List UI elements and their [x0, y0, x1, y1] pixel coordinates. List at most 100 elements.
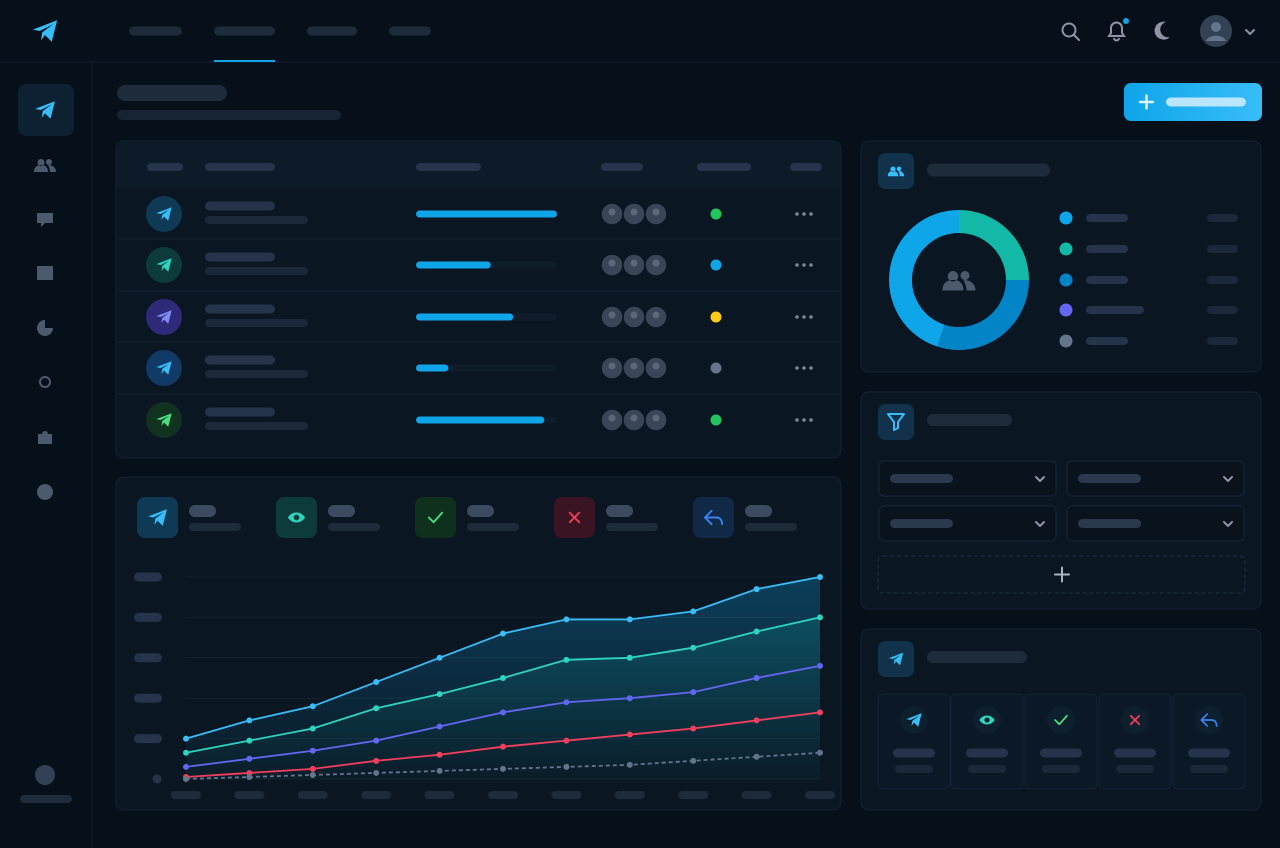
progress-bar [416, 261, 491, 269]
row-menu-dot [809, 212, 813, 216]
row-icon [156, 207, 172, 221]
button-plus [1138, 94, 1155, 110]
x-tick-placeholder [234, 791, 265, 799]
member-avatar-head [608, 311, 616, 319]
member-avatar-head [652, 311, 660, 319]
y-tick-placeholder [134, 734, 162, 744]
filter-icon [887, 413, 905, 431]
series-point [626, 654, 633, 661]
card-title [927, 163, 1050, 177]
nav-item[interactable] [389, 26, 431, 36]
series-point [753, 628, 760, 635]
status-dot [710, 311, 722, 323]
dropdown-value [890, 519, 953, 528]
sidebar-item[interactable] [35, 101, 55, 119]
sidebar-item[interactable] [38, 431, 52, 444]
member-avatar-head [608, 414, 616, 422]
column-header [601, 163, 643, 171]
stat-icon [568, 511, 581, 524]
series-point [817, 662, 823, 669]
series-point [817, 709, 823, 716]
series-point [753, 586, 760, 593]
y-tick-placeholder [134, 693, 162, 703]
dropdown[interactable] [1066, 460, 1245, 497]
bell-icon[interactable] [1107, 21, 1126, 42]
search-handle [1073, 34, 1080, 41]
column-header [790, 163, 822, 171]
series-point [753, 675, 760, 681]
series-point [246, 717, 253, 724]
x-tick-placeholder [297, 791, 328, 799]
series-point [436, 654, 443, 661]
filter-card [860, 391, 1262, 610]
x-tick-placeholder [361, 791, 392, 799]
channel-value [968, 765, 1006, 773]
channel-label [1188, 748, 1230, 758]
dropdown-value [1078, 519, 1141, 528]
legend-dot [1059, 303, 1073, 317]
dropdown-value [890, 474, 953, 483]
avatar-head [1211, 22, 1221, 32]
channel-value [1042, 765, 1080, 773]
row-menu-dot [802, 263, 806, 267]
dropdown[interactable] [1066, 505, 1245, 542]
channel-tile [1024, 693, 1098, 790]
search-icon[interactable] [1061, 22, 1077, 38]
legend-value [1207, 276, 1238, 284]
channel-icon [1200, 713, 1218, 727]
row-menu-dot [809, 366, 813, 370]
series-point [373, 737, 380, 744]
member-avatar-head [608, 259, 616, 267]
series-point [817, 749, 823, 756]
status-dot [710, 362, 722, 374]
sidebar-item[interactable] [39, 376, 51, 388]
series-point [500, 765, 506, 772]
progress-bar [416, 313, 514, 321]
sidebar-item[interactable] [37, 320, 53, 336]
series-point [373, 679, 380, 686]
dropdown[interactable] [878, 460, 1057, 497]
sidebar-item[interactable] [37, 484, 54, 500]
add-filter[interactable] [877, 555, 1246, 594]
row-subtitle [205, 267, 308, 275]
channel-icon [1129, 714, 1141, 726]
sidebar-item[interactable] [37, 266, 53, 280]
legend-label [1086, 214, 1128, 222]
card-icon [888, 652, 904, 666]
progress-bar [416, 210, 557, 218]
sidebar-item[interactable] [37, 213, 53, 227]
sidebar-footer-text [20, 795, 72, 803]
series-point [753, 753, 760, 760]
row-menu-dot [809, 418, 813, 422]
dropdown-value [1078, 474, 1141, 483]
dropdown[interactable] [878, 505, 1057, 542]
member-avatar-head [652, 208, 660, 216]
y-tick-placeholder [134, 612, 162, 622]
row-title [205, 407, 275, 417]
sidebar-item[interactable] [34, 159, 56, 172]
series-point [373, 769, 380, 776]
nav-item[interactable] [129, 26, 182, 36]
progress-bar [416, 364, 449, 372]
series-point [309, 703, 316, 710]
column-header [416, 163, 481, 171]
row-menu-dot [802, 315, 806, 319]
series-point [373, 705, 380, 712]
stat-icon [703, 509, 724, 526]
status-dot [710, 208, 722, 220]
stat-icon [287, 512, 306, 523]
series-point [817, 574, 823, 580]
series-point [563, 616, 570, 623]
nav-item[interactable] [307, 26, 357, 36]
nav-item[interactable] [214, 26, 275, 36]
theme-icon[interactable] [1154, 21, 1170, 40]
channel-label [1040, 748, 1082, 758]
y-origin-placeholder [152, 774, 162, 784]
series-point [500, 675, 506, 681]
x-tick-placeholder [678, 791, 709, 799]
column-header [205, 163, 275, 171]
series-point [626, 616, 633, 623]
channel-tile [950, 693, 1024, 790]
row-menu-dot [802, 418, 806, 422]
